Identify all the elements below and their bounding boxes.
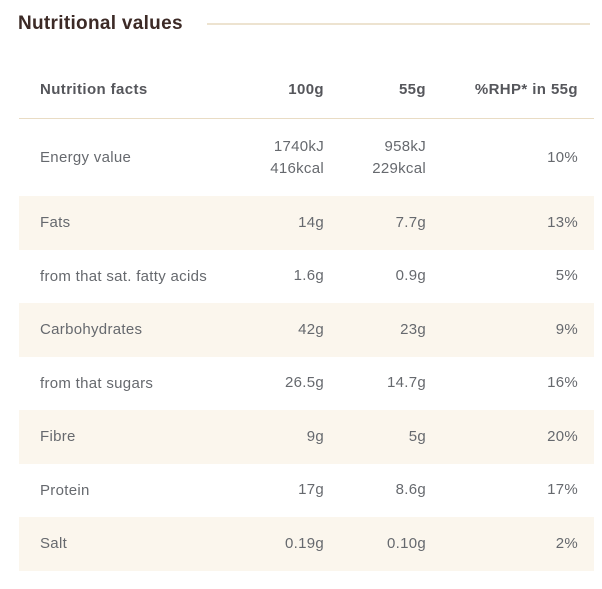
section-title-row: Nutritional values bbox=[18, 13, 590, 35]
value-line: 958kJ bbox=[384, 137, 426, 155]
value-rhp: 9% bbox=[555, 320, 578, 338]
value-rhp: 13% bbox=[547, 213, 578, 231]
value-line: 229kcal bbox=[372, 159, 426, 177]
nutrition-table: Nutrition facts 100g 55g %RHP* in 55g En… bbox=[19, 61, 594, 571]
value-per-100g: 0.19g bbox=[214, 533, 324, 555]
table-row: from that sugars 26.5g 14.7g 16% bbox=[19, 357, 594, 411]
value-per-55g: 0.9g bbox=[324, 265, 426, 287]
value-line: 1740kJ bbox=[273, 137, 324, 155]
value-line: 7.7g bbox=[395, 213, 426, 231]
table-body: Energy value 1740kJ 416kcal 958kJ 229kcal 10%… bbox=[19, 119, 594, 571]
row-label: Fibre bbox=[40, 428, 76, 446]
column-header-nutrition-facts: Nutrition facts bbox=[40, 81, 148, 98]
table-row: Fibre 9g 5g 20% bbox=[19, 410, 594, 464]
value-rhp: 2% bbox=[555, 534, 578, 552]
value-per-100g: 17g bbox=[214, 479, 324, 501]
table-row: Salt 0.19g 0.10g 2% bbox=[19, 517, 594, 571]
value-line: 1.6g bbox=[293, 267, 324, 285]
value-rhp: 10% bbox=[547, 148, 578, 166]
value-line: 8.6g bbox=[395, 481, 426, 499]
value-line: 14.7g bbox=[386, 374, 426, 392]
title-divider-line bbox=[206, 23, 590, 25]
column-header-rhp: %RHP* in 55g bbox=[474, 80, 578, 98]
row-label: Salt bbox=[40, 535, 68, 553]
table-row: Carbohydrates 42g 23g 9% bbox=[19, 303, 594, 357]
row-label: Carbohydrates bbox=[40, 321, 143, 339]
value-line: 23g bbox=[400, 320, 426, 338]
row-label: Energy value bbox=[40, 149, 132, 166]
row-label: Protein bbox=[40, 481, 90, 499]
table-row: Protein 17g 8.6g 17% bbox=[19, 464, 594, 518]
row-label: from that sat. fatty acids bbox=[40, 267, 208, 285]
value-line: 14g bbox=[298, 213, 324, 231]
value-per-55g: 8.6g bbox=[324, 479, 426, 501]
nutritional-values-section: Nutritional values Nutrition facts 100g … bbox=[18, 13, 594, 571]
value-per-100g: 1740kJ 416kcal bbox=[214, 136, 324, 180]
value-per-100g: 1.6g bbox=[214, 265, 324, 287]
column-header-100g: 100g bbox=[288, 80, 324, 98]
value-per-55g: 5g bbox=[324, 426, 426, 448]
value-line: 17g bbox=[298, 481, 324, 499]
table-row: Fats 14g 7.7g 13% bbox=[19, 196, 594, 250]
page-title: Nutritional values bbox=[18, 13, 183, 34]
value-line: 26.5g bbox=[284, 374, 324, 392]
value-per-55g: 14.7g bbox=[324, 372, 426, 394]
value-line: 42g bbox=[298, 320, 324, 338]
table-row: from that sat. fatty acids 1.6g 0.9g 5% bbox=[19, 250, 594, 304]
table-row: Energy value 1740kJ 416kcal 958kJ 229kcal 10% bbox=[19, 119, 594, 196]
value-line: 0.19g bbox=[284, 534, 324, 552]
value-line: 0.10g bbox=[386, 534, 426, 552]
value-per-55g: 7.7g bbox=[324, 212, 426, 234]
value-rhp: 5% bbox=[555, 267, 578, 285]
value-per-100g: 26.5g bbox=[214, 372, 324, 394]
table-header-row: Nutrition facts 100g 55g %RHP* in 55g bbox=[19, 61, 594, 119]
column-header-55g: 55g bbox=[398, 80, 426, 98]
value-line: 416kcal bbox=[270, 159, 324, 177]
value-line: 9g bbox=[306, 427, 324, 445]
value-rhp: 17% bbox=[547, 481, 578, 499]
value-rhp: 20% bbox=[547, 427, 578, 445]
value-per-100g: 9g bbox=[214, 426, 324, 448]
value-line: 5g bbox=[408, 427, 426, 445]
value-per-100g: 14g bbox=[214, 212, 324, 234]
value-per-55g: 0.10g bbox=[324, 533, 426, 555]
value-rhp: 16% bbox=[547, 374, 578, 392]
value-line: 0.9g bbox=[395, 267, 426, 285]
row-label: from that sugars bbox=[40, 374, 154, 392]
value-per-55g: 958kJ 229kcal bbox=[324, 136, 426, 180]
row-label: Fats bbox=[40, 214, 71, 232]
value-per-100g: 42g bbox=[214, 319, 324, 341]
value-per-55g: 23g bbox=[324, 319, 426, 341]
